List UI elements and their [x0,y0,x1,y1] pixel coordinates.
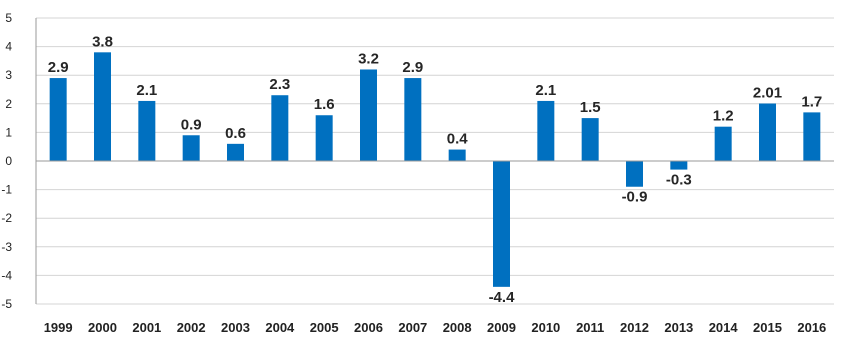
x-tick-label-2005: 2005 [310,320,339,335]
bar-2015 [759,103,776,161]
bar-2007 [404,78,422,161]
bar-2013 [670,161,688,170]
data-label-2003: 0.6 [225,125,246,142]
bar-2008 [448,149,466,161]
data-label-2012: -0.9 [622,189,648,206]
x-tick-label-2006: 2006 [354,320,383,335]
x-tick-label-1999: 1999 [44,320,73,335]
bar-1999 [49,78,67,161]
bar-2005 [315,115,333,161]
bar-2000 [94,52,111,161]
x-axis: 1999 2000 2001 2002 2003 2004 2005 2006 2007 2008… [36,160,834,335]
x-tick-label-2002: 2002 [177,320,206,335]
y-tick-label: 2 [5,97,12,111]
data-label-2009: -4.4 [489,289,516,306]
x-tick-label-2007: 2007 [398,320,427,335]
y-tick-label: 5 [5,11,12,25]
data-label-2008: 0.4 [447,131,469,148]
gridlines [36,17,834,305]
x-tick-label-2003: 2003 [221,320,250,335]
data-labels: 2.9 3.8 2.1 0.9 0.6 2.3 1.6 3.2 2.9 0.4 -4.4 2.1 1.5… [48,33,823,306]
bar-2003 [227,143,244,161]
x-tick-label-2015: 2015 [753,320,782,335]
x-tick-label-2009: 2009 [487,320,516,335]
data-label-2006: 3.2 [358,50,379,67]
x-tick-label-2013: 2013 [664,320,693,335]
y-tick-label: -1 [1,183,12,197]
x-tick-label-2012: 2012 [620,320,649,335]
data-label-2004: 2.3 [269,76,290,93]
bar-2016 [803,112,821,161]
x-tick-label-2000: 2000 [88,320,117,335]
y-tick-label: 3 [5,68,12,82]
bar-2010 [537,100,555,161]
data-label-2000: 3.8 [92,33,113,50]
y-tick-label: -3 [1,240,12,254]
data-label-2014: 1.2 [713,108,734,125]
bars [49,52,821,287]
bar-2014 [714,126,732,161]
y-tick-label: -4 [1,268,12,282]
x-tick-label-2008: 2008 [443,320,472,335]
data-label-2013: -0.3 [666,172,692,189]
y-tick-label: 0 [5,154,12,168]
x-tick-label-2010: 2010 [531,320,560,335]
bar-2001 [138,100,156,161]
bar-2006 [360,69,377,161]
data-label-2016: 1.7 [801,93,822,110]
data-label-2002: 0.9 [181,116,202,133]
bar-2004 [271,95,289,161]
data-label-2015: 2.01 [753,85,782,102]
bar-2002 [182,135,200,161]
data-label-2007: 2.9 [402,59,423,76]
y-tick-label: -5 [1,297,12,311]
x-tick-label-2014: 2014 [709,320,739,335]
y-tick-label: 1 [5,125,12,139]
data-label-2010: 2.1 [535,82,556,99]
bar-2012 [626,161,643,187]
y-tick-label: 4 [5,40,12,54]
data-label-2001: 2.1 [136,82,157,99]
data-label-2005: 1.6 [314,96,335,113]
x-tick-label-2004: 2004 [265,320,295,335]
x-tick-label-2016: 2016 [797,320,826,335]
y-tick-label: -2 [1,211,12,225]
bar-2009 [493,161,510,287]
x-tick-label-2001: 2001 [132,320,161,335]
y-axis: 5 4 3 2 1 0 -1 -2 -3 -4 -5 [1,11,37,311]
bar-2011 [581,118,599,161]
data-label-1999: 2.9 [48,59,69,76]
data-label-2011: 1.5 [580,99,601,116]
x-tick-label-2011: 2011 [576,320,604,335]
